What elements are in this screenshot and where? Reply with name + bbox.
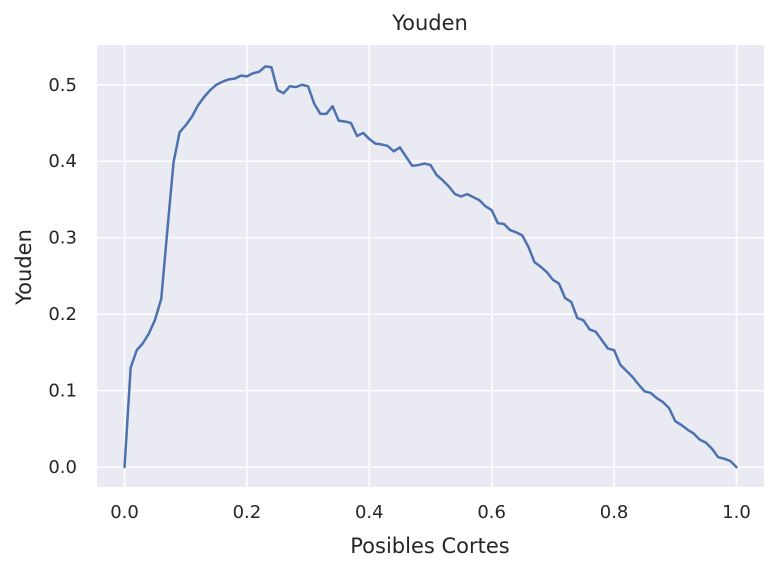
x-axis-ticks: 0.0 0.2 0.4 0.6 0.8 1.0	[110, 502, 751, 523]
y-grid	[97, 84, 764, 468]
y-tick-label: 0.0	[48, 457, 77, 478]
x-axis-label: Posibles Cortes	[350, 534, 509, 558]
plot-area	[97, 45, 764, 487]
x-tick-label: 0.8	[600, 502, 629, 523]
x-tick-label: 0.4	[355, 502, 384, 523]
x-tick-label: 0.2	[233, 502, 262, 523]
y-tick-label: 0.4	[48, 151, 77, 172]
youden-series-line	[123, 65, 738, 469]
y-axis-ticks: 0.0 0.1 0.2 0.3 0.4 0.5	[48, 75, 77, 478]
y-tick-label: 0.1	[48, 381, 77, 402]
x-tick-label: 0.0	[110, 502, 139, 523]
x-tick-label: 0.6	[477, 502, 506, 523]
y-axis-label: Youden	[12, 229, 36, 306]
x-grid	[123, 45, 738, 487]
y-tick-label: 0.2	[48, 304, 77, 325]
y-tick-label: 0.3	[48, 228, 77, 249]
chart-title: Youden	[391, 11, 468, 35]
y-tick-label: 0.5	[48, 75, 77, 96]
x-tick-label: 1.0	[722, 502, 751, 523]
